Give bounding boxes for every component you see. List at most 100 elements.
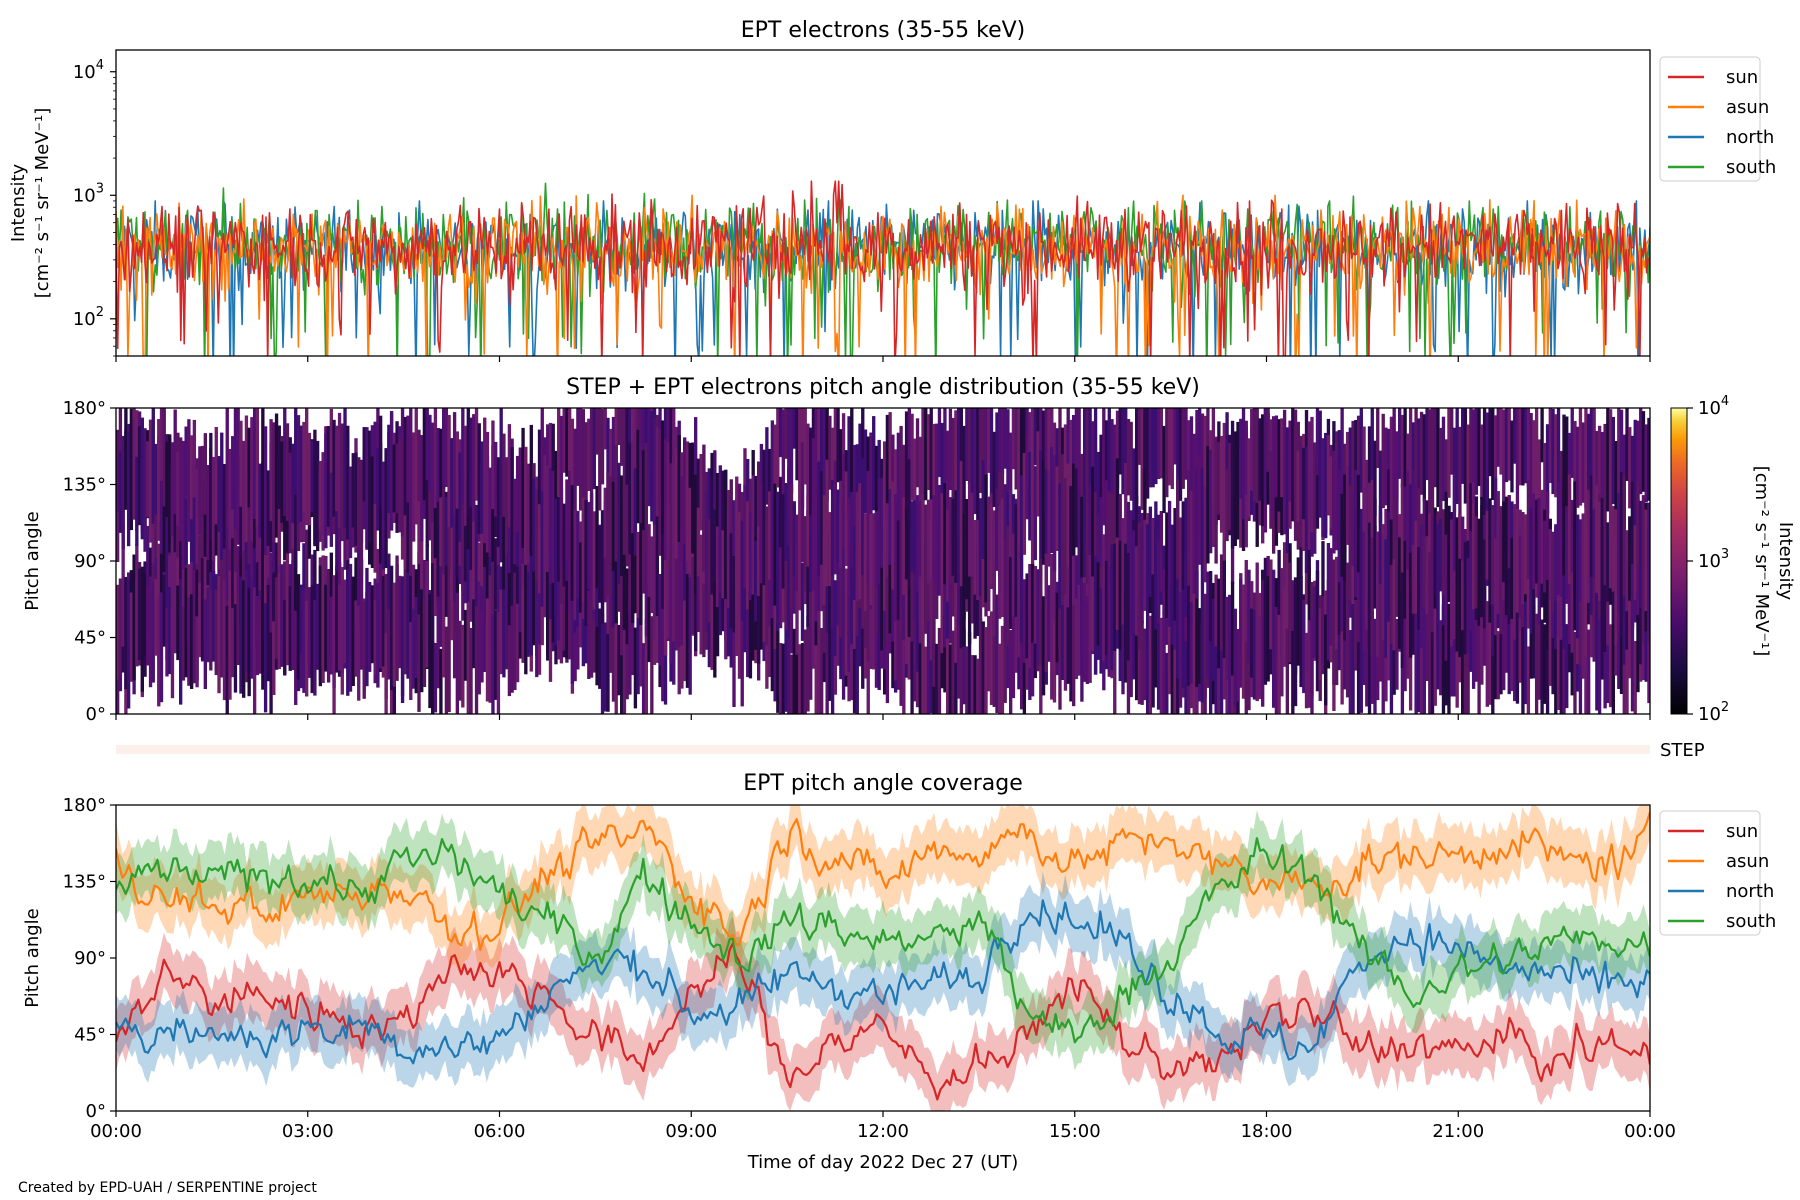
pad-heatmap-cell <box>1578 593 1583 666</box>
pad-heatmap-cell <box>650 536 654 614</box>
pad-heatmap-cell <box>557 496 561 582</box>
pad-heatmap-cell <box>389 411 394 531</box>
pad-heatmap-cell <box>1315 459 1320 529</box>
pad-heatmap-cell <box>198 582 202 658</box>
pad-heatmap-cell <box>636 531 640 618</box>
pad-heatmap-cell <box>669 545 673 663</box>
pad-heatmap-cell <box>1184 497 1188 618</box>
pad-heatmap-cell <box>398 439 402 533</box>
pad-heatmap-cell <box>567 408 572 511</box>
pad-heatmap-cell <box>836 587 840 666</box>
pad-heatmap-cell <box>1061 605 1065 680</box>
pad-heatmap-cell <box>710 577 714 670</box>
pad-heatmap-cell <box>269 552 273 675</box>
pad-heatmap-cell <box>1450 408 1454 475</box>
pad-heatmap-cell <box>1488 504 1492 607</box>
pad-heatmap-cell <box>743 484 747 589</box>
pad-heatmap-cell <box>285 553 290 666</box>
pad-heatmap-cell <box>200 558 205 661</box>
pad-heatmap-cell <box>1028 412 1032 485</box>
pad-heatmap-cell <box>1608 409 1613 510</box>
pad-heatmap-cell <box>1102 534 1106 661</box>
pad-heatmap-cell <box>392 444 397 513</box>
pad-heatmap-cell <box>959 622 964 714</box>
pad-heatmap-cell <box>885 503 890 578</box>
pad-heatmap-cell <box>1559 477 1563 597</box>
pad-heatmap-cell <box>567 470 572 587</box>
pad-heatmap-cell <box>841 453 846 549</box>
pad-heatmap-cell <box>1491 408 1495 500</box>
pad-heatmap-cell <box>998 408 1002 501</box>
pad-heatmap-cell <box>1597 599 1602 714</box>
pad-heatmap-cell <box>1628 516 1632 601</box>
pad-heatmap-cell <box>803 408 807 485</box>
pad-heatmap-cell <box>570 557 575 684</box>
pad-heatmap-cell <box>1077 584 1081 676</box>
pad-heatmap-cell <box>943 408 947 505</box>
pad-heatmap-cell <box>351 453 355 528</box>
pad-heatmap-cell <box>181 440 186 570</box>
pad-heatmap-cell <box>1367 426 1372 530</box>
pad-heatmap-cell <box>455 431 460 509</box>
pad-heatmap-cell <box>491 420 495 509</box>
pad-heatmap-cell <box>143 573 147 656</box>
pad-heatmap-cell <box>1455 408 1459 504</box>
pad-heatmap-cell <box>1376 408 1380 468</box>
pad-heatmap-cell <box>1302 447 1306 520</box>
pad-heatmap-cell <box>822 495 827 605</box>
pad-heatmap-cell <box>409 408 413 535</box>
pad-heatmap-cell <box>1452 570 1457 640</box>
pad-heatmap-cell <box>121 443 125 550</box>
pad-heatmap-cell <box>1178 408 1183 501</box>
pad-heatmap-cell <box>450 438 454 528</box>
pad-heatmap-cell <box>1592 509 1596 578</box>
pad-heatmap-cell <box>935 423 939 540</box>
step-label: STEP <box>1660 740 1705 761</box>
pad-heatmap-cell <box>214 589 218 676</box>
pad-heatmap-cell <box>661 512 665 610</box>
pad-heatmap-cell <box>841 597 846 700</box>
pad-heatmap-cell <box>494 610 498 700</box>
pad-heatmap-cell <box>381 461 386 549</box>
pad-heatmap-cell <box>176 585 180 661</box>
pad-heatmap-cell <box>255 408 260 527</box>
pad-heatmap-cell <box>1313 586 1317 658</box>
pad-heatmap-cell <box>630 530 635 624</box>
pad-heatmap-cell <box>915 495 920 592</box>
pad-heatmap-cell <box>1496 491 1500 614</box>
pad-heatmap-cell <box>1493 622 1498 700</box>
pad-heatmap-cell <box>1093 408 1098 533</box>
pad-heatmap-cell <box>529 484 533 556</box>
pad-heatmap-cell <box>116 584 120 680</box>
pad-heatmap-cell <box>625 484 629 567</box>
pad-heatmap-cell <box>507 625 512 697</box>
pad-heatmap-cell <box>1611 591 1615 714</box>
pad-heatmap-cell <box>1055 428 1059 504</box>
pad-heatmap-cell <box>252 527 257 648</box>
pad-heatmap-cell <box>1107 408 1111 507</box>
pad-heatmap-cell <box>1241 584 1246 699</box>
pad-heatmap-cell <box>981 621 985 714</box>
pad-heatmap-cell <box>494 538 498 610</box>
pad-heatmap-cell <box>348 563 353 692</box>
pad-heatmap-cell <box>1222 440 1227 561</box>
pad-heatmap-cell <box>1376 562 1380 658</box>
pad-heatmap-cell <box>1534 613 1539 714</box>
pad-heatmap-cell <box>1417 583 1421 713</box>
pad-heatmap-cell <box>1425 536 1429 615</box>
pad-heatmap-cell <box>173 409 177 515</box>
pad-heatmap-cell <box>1570 408 1574 478</box>
pad-heatmap-cell <box>959 460 964 587</box>
pad-heatmap-cell <box>748 512 753 601</box>
pad-heatmap-cell <box>759 482 764 584</box>
pad-heatmap-cell <box>976 408 980 522</box>
pad-heatmap-cell <box>1151 518 1155 628</box>
pad-heatmap-cell <box>1639 408 1643 495</box>
pad-heatmap-cell <box>1488 408 1492 477</box>
pad-heatmap-cell <box>507 551 512 638</box>
pad-heatmap-cell <box>1167 500 1172 627</box>
pad-ytick-label: 45° <box>74 628 106 649</box>
intensity-legend-label-south: south <box>1726 157 1776 178</box>
pad-heatmap-cell <box>562 408 566 473</box>
pad-heatmap-cell <box>1359 616 1363 713</box>
